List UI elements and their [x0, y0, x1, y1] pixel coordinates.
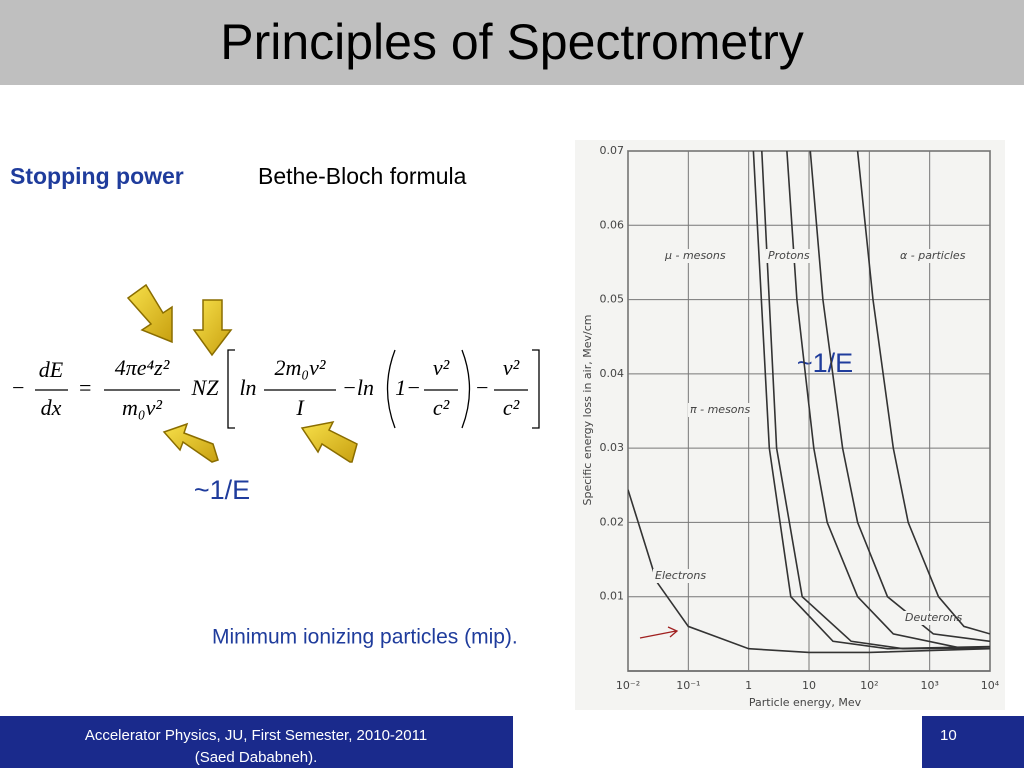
x-tick-label: 10³ [920, 679, 938, 692]
curve-label: Electrons [655, 569, 706, 582]
curve-label-bg [766, 249, 828, 263]
y-tick-label: 0.02 [600, 515, 625, 528]
y-tick-label: 0.06 [600, 218, 625, 231]
heading: Stopping power [10, 163, 184, 189]
x-tick-label: 10⁻¹ [676, 679, 700, 692]
y-tick-label: 0.07 [600, 144, 625, 157]
x-tick-label: 10² [860, 679, 878, 692]
curve-label: α - particles [900, 249, 966, 262]
formula-token: − [11, 375, 26, 400]
arrows [126, 283, 358, 463]
y-tick-label: 0.04 [600, 367, 625, 380]
curve-label: Protons [768, 249, 810, 262]
page-box [922, 716, 1024, 768]
formula-token: − [475, 375, 490, 400]
header-bar [0, 0, 1024, 85]
chart: 0.01 0.02 0.03 0.04 0.05 0.06 0.07 10⁻² 10⁻¹ 1 10 1… [581, 144, 1000, 709]
formula-token: I [295, 395, 305, 420]
curve-label: μ - mesons [664, 249, 726, 262]
curve [761, 151, 990, 650]
y-tick-label: 0.03 [600, 441, 625, 454]
formula-token: ln [239, 375, 256, 400]
annotation: Minimum ionizing particles (mip). [212, 626, 518, 649]
footer-text: Accelerator Physics, JU, First Semester,… [85, 727, 427, 744]
formula-token: −ln [342, 375, 374, 400]
mip-arrow [639, 626, 679, 639]
y-tick-label: 0.05 [600, 293, 625, 306]
title: Principles of Spectrometry [220, 14, 804, 70]
formula-token: dE [39, 357, 64, 382]
curve [786, 151, 990, 650]
formula-token: v² [503, 355, 520, 380]
formula-token: c² [433, 395, 450, 420]
curve-label-bg [653, 569, 715, 583]
curve [809, 151, 990, 643]
annotation: ~1/E [194, 475, 250, 505]
formula-token: NZ [191, 375, 220, 400]
annotation: ~1/E [797, 348, 853, 378]
formula-token: m₀v² [122, 395, 162, 420]
curve-label-bg [688, 403, 750, 417]
y-tick-label: 0.01 [600, 590, 625, 603]
formula-token: 1− [395, 375, 421, 400]
footer-text: (Saed Dababneh). [195, 749, 318, 766]
formula-token: v² [433, 355, 450, 380]
page-number: 10 [940, 727, 957, 744]
footer-bar [0, 716, 513, 768]
curve-label-bg [903, 611, 965, 625]
formula-token: = [78, 375, 93, 400]
curve [856, 151, 990, 635]
curve-label: π - mesons [690, 403, 751, 416]
y-axis-label: Specific energy loss in air, Mev/cm [581, 315, 594, 506]
x-axis-label: Particle energy, Mev [749, 696, 862, 709]
formula-token: 2m₀v² [275, 355, 326, 380]
x-tick-label: 10 [802, 679, 816, 692]
formula-token: c² [503, 395, 520, 420]
x-tick-label: 1 [745, 679, 752, 692]
curve-label: Deuterons [905, 611, 963, 624]
curve-label-bg [663, 249, 725, 263]
x-tick-label: 10⁻² [616, 679, 640, 692]
x-tick-label: 10⁴ [981, 679, 1000, 692]
formula-token: dx [41, 395, 62, 420]
formula-token: 4πe⁴z² [115, 355, 170, 380]
subheading: Bethe-Bloch formula [258, 163, 467, 189]
curve-label-bg [898, 249, 960, 263]
